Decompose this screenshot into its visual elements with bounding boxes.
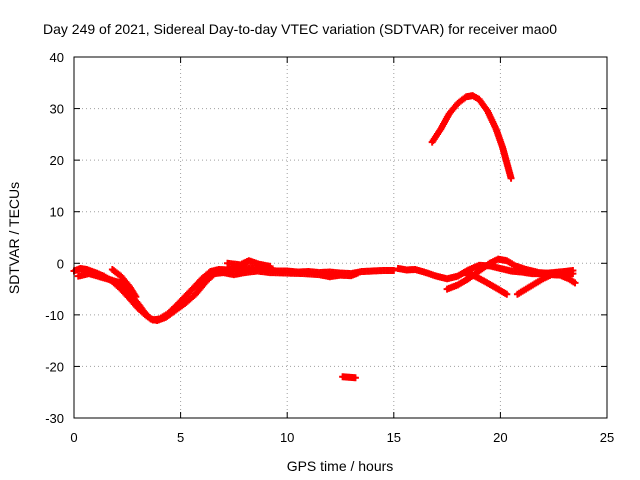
- data-point-marker: [351, 374, 359, 382]
- data-point-marker: [266, 262, 274, 270]
- y-axis-label: SDTVAR / TECUs: [6, 182, 22, 294]
- data-points: [70, 92, 579, 382]
- x-tick-label: 5: [177, 430, 184, 445]
- chart-title: Day 249 of 2021, Sidereal Day-to-day VTE…: [43, 21, 557, 37]
- y-tick-label: 0: [57, 256, 64, 271]
- y-tick-label: 30: [50, 102, 64, 117]
- data-point-marker: [354, 269, 362, 277]
- y-tick-label: -30: [45, 411, 64, 426]
- data-point-marker: [571, 279, 579, 287]
- data-point-marker: [132, 293, 140, 301]
- x-tick-label: 10: [280, 430, 294, 445]
- x-tick-label: 25: [600, 430, 614, 445]
- x-tick-label: 15: [387, 430, 401, 445]
- x-tick-label: 0: [70, 430, 77, 445]
- series-track-j: [339, 373, 359, 382]
- series-track-i: [428, 92, 515, 182]
- data-point-marker: [390, 267, 398, 275]
- x-axis-label: GPS time / hours: [287, 458, 394, 474]
- y-tick-label: -20: [45, 359, 64, 374]
- data-point-marker: [507, 174, 515, 182]
- y-tick-label: 20: [50, 153, 64, 168]
- axis-ticks: 0 5 10 15 20 25 -30 -20 -10 0 10 20 30 40: [45, 50, 614, 445]
- series-track-g: [460, 269, 511, 298]
- data-point-marker: [569, 270, 577, 278]
- data-point-marker: [503, 290, 511, 298]
- grid-lines: [74, 57, 607, 418]
- y-tick-label: 10: [50, 205, 64, 220]
- y-tick-label: -10: [45, 308, 64, 323]
- series-track-c: [108, 265, 140, 301]
- y-tick-label: 40: [50, 50, 64, 65]
- series-track-b: [74, 267, 362, 325]
- x-tick-label: 20: [493, 430, 507, 445]
- plot-frame: [73, 56, 608, 419]
- series-track-h: [513, 271, 579, 298]
- series-track-d: [224, 257, 274, 270]
